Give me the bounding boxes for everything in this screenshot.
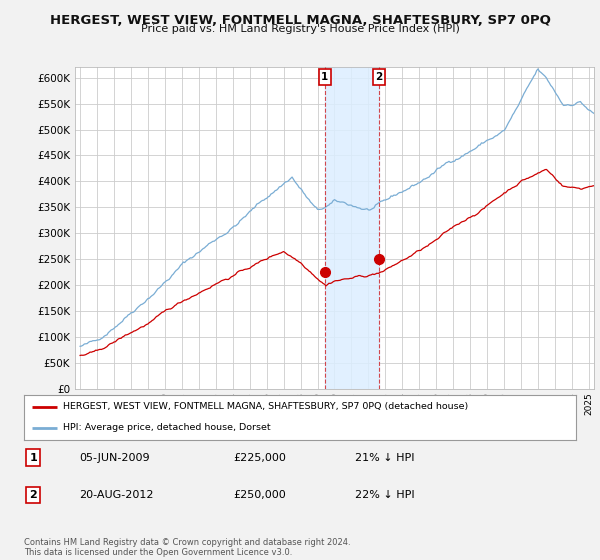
Text: HERGEST, WEST VIEW, FONTMELL MAGNA, SHAFTESBURY, SP7 0PQ (detached house): HERGEST, WEST VIEW, FONTMELL MAGNA, SHAF… — [62, 403, 468, 412]
Text: Price paid vs. HM Land Registry's House Price Index (HPI): Price paid vs. HM Land Registry's House … — [140, 24, 460, 34]
Text: 1: 1 — [321, 72, 328, 82]
Text: HERGEST, WEST VIEW, FONTMELL MAGNA, SHAFTESBURY, SP7 0PQ: HERGEST, WEST VIEW, FONTMELL MAGNA, SHAF… — [50, 14, 550, 27]
Text: £250,000: £250,000 — [234, 491, 287, 500]
Bar — [325, 67, 379, 389]
Text: 22% ↓ HPI: 22% ↓ HPI — [355, 491, 415, 500]
Text: 20-AUG-2012: 20-AUG-2012 — [79, 491, 154, 500]
Text: 21% ↓ HPI: 21% ↓ HPI — [355, 452, 415, 463]
Text: 05-JUN-2009: 05-JUN-2009 — [79, 452, 150, 463]
Text: HPI: Average price, detached house, Dorset: HPI: Average price, detached house, Dors… — [62, 423, 270, 432]
Text: 2: 2 — [376, 72, 383, 82]
Text: 1: 1 — [29, 452, 37, 463]
Text: 2: 2 — [29, 491, 37, 500]
Text: Contains HM Land Registry data © Crown copyright and database right 2024.
This d: Contains HM Land Registry data © Crown c… — [24, 538, 350, 557]
Text: £225,000: £225,000 — [234, 452, 287, 463]
